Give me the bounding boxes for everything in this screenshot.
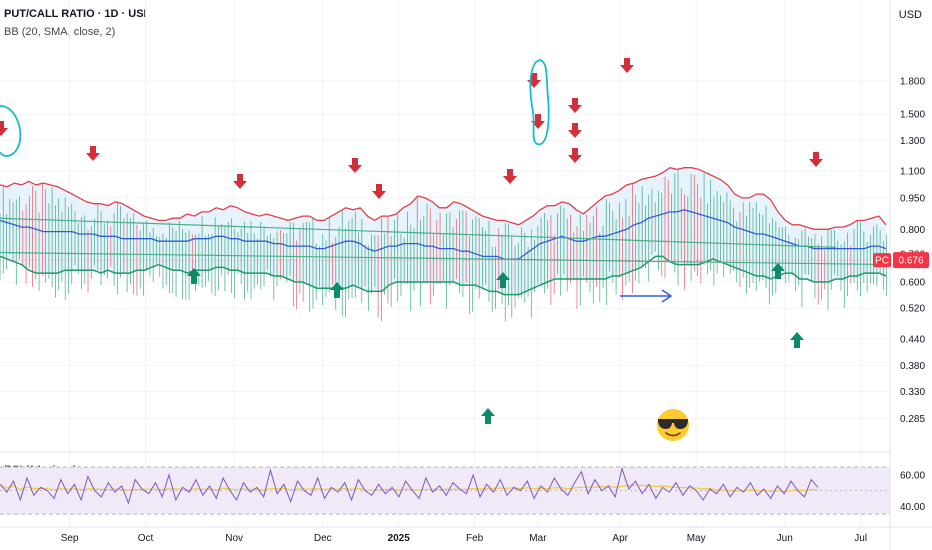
arrow-down-icon <box>568 148 582 163</box>
price-tag-symbol: PC <box>875 256 889 267</box>
price-tag-symbol-bg <box>873 253 891 268</box>
arrow-up-icon <box>790 332 804 348</box>
arrow-down-icon <box>86 146 100 161</box>
arrow-down-icon <box>233 174 247 189</box>
y-tick-label: 0.950 <box>900 193 925 204</box>
bb-lower-line <box>0 255 887 296</box>
y-tick-label: 0.440 <box>900 334 925 345</box>
y-tick-label: 1.100 <box>900 167 925 178</box>
arrow-up-icon <box>771 263 785 279</box>
bb-legend[interactable]: BB (20, SMA, close, 2) <box>4 26 116 38</box>
arrow-down-icon <box>809 152 823 167</box>
x-tick-label: May <box>687 533 706 544</box>
x-tick-label: Apr <box>612 533 628 544</box>
arrow-down-icon <box>568 123 582 138</box>
x-tick-label: Oct <box>138 533 154 544</box>
arrow-down-icon <box>527 73 541 88</box>
emoji-glasses <box>658 419 688 429</box>
trendline-upper <box>0 217 837 248</box>
right-arrow-icon <box>620 289 673 303</box>
chart-title: PUT/CALL RATIO · 1D · USI <box>4 8 147 20</box>
bb-upper-line <box>0 167 887 230</box>
arrow-down-icon <box>568 98 582 113</box>
arrow-down-icon <box>348 158 362 173</box>
y-tick-label: 0.330 <box>900 387 925 398</box>
rsi-ma-line <box>0 483 819 493</box>
rsi-tick-label: 60.00 <box>900 470 925 481</box>
x-tick-label: Mar <box>529 533 547 544</box>
y-tick-label: 0.800 <box>900 225 925 236</box>
trendline-lower <box>0 251 891 266</box>
arrow-up-icon <box>496 272 510 288</box>
y-tick-label: 0.520 <box>900 304 925 315</box>
arrow-down-icon <box>620 58 634 73</box>
x-tick-label: 2025 <box>388 533 411 544</box>
arrow-down-icon <box>503 169 517 184</box>
y-tick-label: 1.500 <box>900 110 925 121</box>
rsi-pane <box>0 466 890 515</box>
x-tick-label: Sep <box>61 533 79 544</box>
arrow-down-icon <box>372 184 386 199</box>
x-tick-label: Dec <box>314 533 332 544</box>
x-tick-label: Jul <box>854 533 867 544</box>
rsi-tick-label: 40.00 <box>900 502 925 513</box>
x-tick-label: Feb <box>466 533 484 544</box>
y-tick-label: 1.800 <box>900 76 925 87</box>
arrow-up-icon <box>481 408 495 424</box>
annotations <box>0 58 823 441</box>
loop-circle-icon <box>0 105 22 157</box>
arrow-up-icon <box>330 282 344 298</box>
price-tag-value: 0.676 <box>898 256 923 267</box>
arrow-down-icon <box>531 114 545 129</box>
price-pane <box>0 167 891 322</box>
sunglasses-emoji-icon <box>657 409 689 441</box>
arrow-down-icon <box>0 121 8 136</box>
emoji-smile <box>665 432 681 437</box>
y-tick-label: 1.300 <box>900 136 925 147</box>
x-tick-label: Jun <box>777 533 793 544</box>
emoji-face <box>657 409 689 441</box>
y-tick-label: 0.380 <box>900 361 925 372</box>
y-tick-label: 0.600 <box>900 278 925 289</box>
currency-label[interactable]: USD <box>898 9 922 21</box>
bb-basis-line <box>0 209 887 260</box>
price-tag-value-bg <box>893 252 929 269</box>
rsi-line <box>0 466 819 505</box>
arrow-up-icon <box>187 268 201 284</box>
y-tick-label: 0.285 <box>900 414 925 425</box>
loop-circle-icon <box>529 59 550 145</box>
x-tick-label: Nov <box>225 533 243 544</box>
